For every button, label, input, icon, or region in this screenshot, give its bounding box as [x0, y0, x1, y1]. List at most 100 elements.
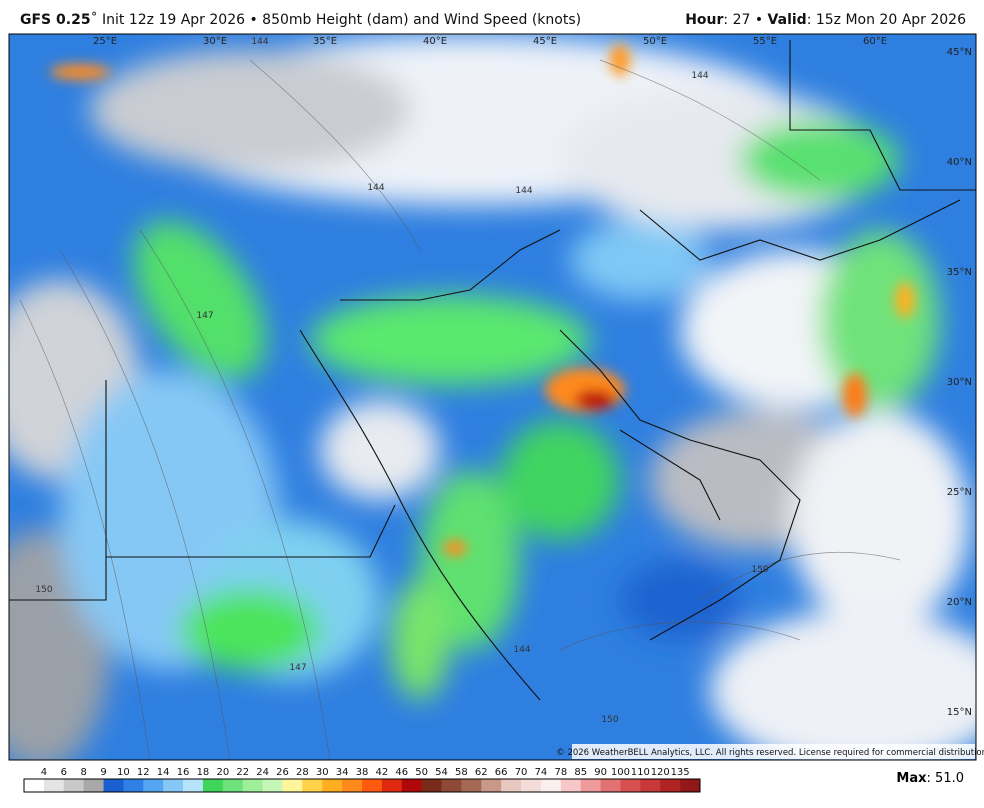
lat-label: 30°N — [947, 377, 972, 388]
colorbar-label: 74 — [535, 767, 548, 778]
colorbar-swatch — [441, 779, 462, 792]
lat-label: 35°N — [947, 267, 972, 278]
lon-label: 40°E — [423, 36, 447, 47]
valid-text: : 15z Mon 20 Apr 2026 — [806, 12, 966, 28]
colorbar-label: 8 — [80, 767, 86, 778]
colorbar-label: 6 — [61, 767, 67, 778]
colorbar-label: 34 — [336, 767, 349, 778]
hour-text: : 27 • — [723, 12, 768, 28]
colorbar-swatch — [660, 779, 681, 792]
contour-label: 150 — [601, 715, 618, 725]
lat-label: 15°N — [947, 707, 972, 718]
valid-label: Valid — [767, 12, 807, 28]
contour-label: 144 — [367, 183, 384, 193]
colorbar-label: 42 — [376, 767, 389, 778]
colorbar-swatch — [640, 779, 661, 792]
colorbar-label: 85 — [574, 767, 587, 778]
max-value: : 51.0 — [926, 771, 964, 786]
colorbar-swatch — [521, 779, 542, 792]
contour-label: 144 — [515, 186, 532, 196]
colorbar-swatch — [680, 779, 701, 792]
copyright: © 2026 WeatherBELL Analytics, LLC. All r… — [556, 748, 984, 758]
max: Max: 51.0 — [896, 771, 964, 786]
colorbar-frame — [23, 778, 701, 793]
colorbar-swatch — [143, 779, 164, 792]
colorbar-swatch — [580, 779, 601, 792]
colorbar-swatch — [501, 779, 522, 792]
colorbar-label: 135 — [671, 767, 690, 778]
colorbar-swatch — [381, 779, 403, 792]
colorbar-swatch — [362, 779, 383, 792]
lat-label: 25°N — [947, 487, 972, 498]
colorbar-label: 78 — [554, 767, 567, 778]
colorbar-label: 28 — [296, 767, 309, 778]
colorbar-swatch — [620, 779, 641, 792]
colorbar-label: 14 — [157, 767, 170, 778]
colorbar-label: 50 — [415, 767, 428, 778]
contour-label: 144 — [691, 71, 708, 81]
colorbar-label: 9 — [100, 767, 106, 778]
colorbar-label: 90 — [594, 767, 607, 778]
colorbar-swatch — [600, 779, 621, 792]
header-right: Hour: 27 • Valid: 15z Mon 20 Apr 2026 — [685, 12, 966, 28]
colorbar-swatch — [103, 779, 124, 792]
colorbar-label: 12 — [137, 767, 150, 778]
colorbar-label: 100 — [611, 767, 630, 778]
colorbar-swatch — [183, 779, 204, 792]
colorbar-swatch — [302, 779, 323, 792]
colorbar-swatch — [282, 779, 303, 792]
field — [9, 34, 976, 760]
colorbar-swatch — [322, 779, 343, 792]
colorbar-swatch — [242, 779, 263, 792]
lon-label: 60°E — [863, 36, 887, 47]
colorbar-label: 30 — [316, 767, 329, 778]
colorbar-label: 120 — [651, 767, 670, 778]
description: ˚ Init 12z 19 Apr 2026 • 850mb Height (d… — [90, 12, 582, 28]
lon-label: 25°E — [93, 36, 117, 47]
colorbar-label: 16 — [177, 767, 190, 778]
colorbar-swatch — [421, 779, 442, 792]
colorbar-swatch — [342, 779, 363, 792]
colorbar-swatch — [540, 779, 562, 792]
colorbar-swatch — [24, 779, 45, 792]
colorbar-label: 38 — [356, 767, 369, 778]
copyright-box — [572, 744, 975, 759]
map-frame — [8, 33, 977, 761]
colorbar-label: 20 — [216, 767, 229, 778]
hour-label: Hour — [685, 12, 724, 28]
colorbar-swatch — [43, 779, 65, 792]
colorbar-swatch — [222, 779, 244, 792]
contour-label: 150 — [35, 585, 52, 595]
contour-label: 150 — [751, 565, 768, 575]
colorbar-label: 110 — [631, 767, 650, 778]
lat-label: 20°N — [947, 597, 972, 608]
max-label: Max — [896, 771, 927, 786]
lon-label: 45°E — [533, 36, 557, 47]
colorbar-label: 4 — [41, 767, 47, 778]
colorbar-label: 54 — [435, 767, 448, 778]
contour-label: 144 — [251, 37, 268, 47]
colorbar-swatch — [262, 779, 283, 792]
lon-label: 55°E — [753, 36, 777, 47]
lat-label: 45°N — [947, 47, 972, 58]
colorbar-swatch — [461, 779, 482, 792]
colorbar-label: 24 — [256, 767, 269, 778]
colorbar-label: 22 — [236, 767, 249, 778]
model: GFS 0.25 — [20, 12, 91, 28]
colorbar-label: 70 — [515, 767, 528, 778]
lon-label: 35°E — [313, 36, 337, 47]
lon-label: 50°E — [643, 36, 667, 47]
colorbar-label: 58 — [455, 767, 468, 778]
colorbar-label: 46 — [395, 767, 408, 778]
contour-label: 147 — [289, 663, 306, 673]
colorbar-swatch — [83, 779, 104, 792]
colorbar-swatch — [401, 779, 422, 792]
colorbar-label: 62 — [475, 767, 488, 778]
colorbar-swatch — [560, 779, 582, 792]
colorbar-label: 10 — [117, 767, 130, 778]
lat-label: 40°N — [947, 157, 972, 168]
colorbar-label: 66 — [495, 767, 508, 778]
contour-label: 147 — [196, 311, 213, 321]
